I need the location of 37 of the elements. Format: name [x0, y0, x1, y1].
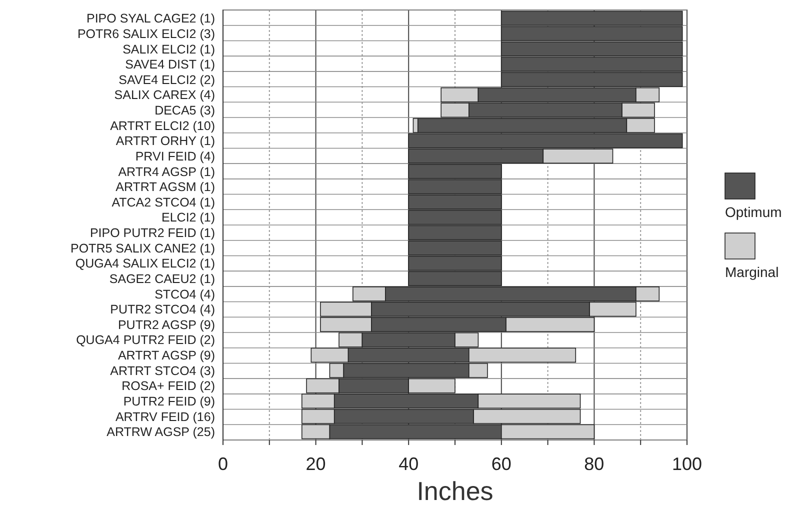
y-tick-label: ARTRT AGSM (1): [116, 180, 215, 194]
y-tick-label: ARTRT ELCI2 (10): [110, 118, 215, 133]
x-tick-label: 40: [398, 454, 419, 474]
y-tick-label: ARTRV FEID (16): [115, 410, 215, 424]
y-tick-label: STCO4 (4): [154, 287, 215, 302]
y-tick-label: PUTR2 AGSP (9): [118, 318, 215, 332]
x-tick-label: 20: [306, 454, 326, 474]
x-tick-label: 60: [491, 454, 512, 474]
y-tick-label: PUTR2 STCO4 (4): [110, 302, 215, 317]
y-tick-label: ARTRW AGSP (25): [106, 425, 215, 440]
x-axis-title: Inches: [416, 476, 494, 506]
legend-label: Optimum: [725, 204, 782, 220]
y-tick-label: PRVI FEID (4): [135, 149, 215, 164]
y-tick-label: ARTRT STCO4 (3): [110, 364, 215, 378]
y-tick-label: PIPO SYAL CAGE2 (1): [86, 12, 215, 26]
legend-label: Marginal: [725, 264, 779, 280]
y-tick-label: ARTR4 AGSP (1): [118, 164, 215, 179]
y-tick-label: ROSA+ FEID (2): [122, 379, 215, 394]
y-tick-label: QUGA4 SALIX ELCI2 (1): [75, 256, 215, 271]
y-tick-label: ELCI2 (1): [162, 210, 215, 225]
y-tick-label: ATCA2 STCO4 (1): [112, 195, 215, 210]
y-tick-label: PUTR2 FEID (9): [123, 394, 215, 408]
y-tick-label: ARTRT AGSP (9): [118, 348, 215, 363]
x-tick-label: 0: [218, 454, 228, 474]
y-tick-label: POTR5 SALIX CANE2 (1): [70, 241, 215, 256]
y-tick-label: SAVE4 ELCI2 (2): [118, 72, 215, 87]
x-tick-label: 100: [672, 454, 702, 474]
y-tick-label: DECA5 (3): [154, 104, 215, 118]
y-tick-label: QUGA4 PUTR2 FEID (2): [76, 333, 215, 348]
y-tick-label: ARTRT ORHY (1): [116, 134, 215, 148]
y-tick-label: SALIX CAREX (4): [114, 88, 215, 102]
y-tick-label: POTR6 SALIX ELCI2 (3): [77, 26, 215, 41]
y-tick-label: SAVE4 DIST (1): [125, 58, 215, 72]
x-tick-label: 80: [584, 454, 604, 474]
y-tick-label: PIPO PUTR2 FEID (1): [90, 226, 215, 240]
y-tick-label: SAGE2 CAEU2 (1): [109, 272, 215, 286]
y-tick-label: SALIX ELCI2 (1): [122, 42, 215, 56]
